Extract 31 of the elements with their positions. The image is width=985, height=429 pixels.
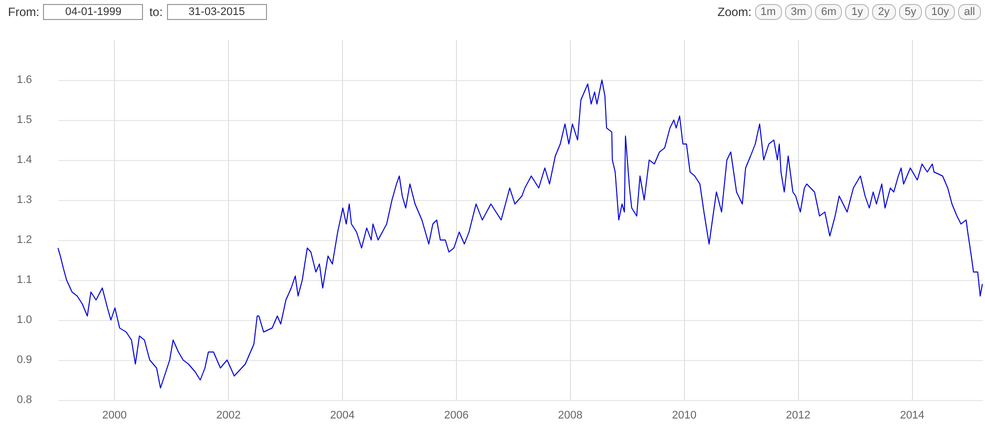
x-tick-label: 2012 (786, 410, 810, 422)
x-tick-label: 2002 (216, 410, 241, 422)
x-tick-label: 2014 (900, 410, 924, 422)
text: 31-03-2015 (166, 4, 267, 20)
x-tick-label: 2000 (102, 410, 127, 422)
y-tick-label: 1.0 (16, 314, 32, 326)
text: 1m (754, 4, 782, 20)
y-tick-label: 1.2 (16, 234, 32, 246)
text: 5y (898, 4, 922, 20)
text: 2y (872, 4, 896, 20)
y-tick-label: 0.9 (16, 354, 32, 366)
x-tick-label: 2010 (672, 410, 697, 422)
line-series (58, 80, 983, 388)
x-tick-label: 2006 (444, 410, 469, 422)
x-tick-label: 2004 (330, 410, 355, 422)
x-tick-label: 2008 (558, 410, 582, 422)
text: Zoom: (718, 5, 752, 19)
text: 04-01-1999 (43, 4, 144, 20)
y-tick-label: 1.6 (16, 74, 32, 86)
text: 6m (815, 4, 842, 20)
text: 3m (784, 4, 812, 20)
y-tick-label: 1.1 (16, 274, 32, 286)
text: 1y (845, 4, 869, 20)
text: to: (149, 5, 163, 19)
y-tick-label: 1.4 (16, 154, 32, 166)
text: 10y (925, 4, 955, 20)
y-tick-label: 1.5 (16, 114, 32, 126)
text: all (958, 4, 981, 20)
text: From: (8, 5, 40, 19)
y-tick-label: 1.3 (16, 194, 32, 206)
y-tick-label: 0.8 (16, 394, 32, 406)
